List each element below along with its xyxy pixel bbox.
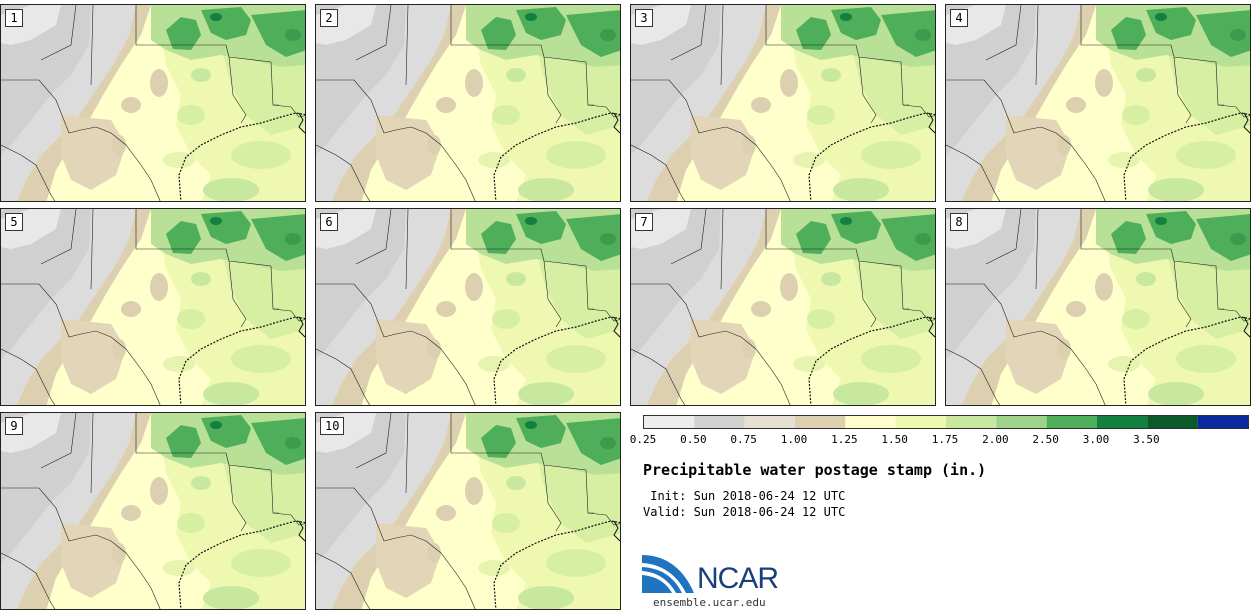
stamp-number: 9 — [5, 417, 23, 435]
colorbar-swatch — [644, 416, 695, 428]
valid-time: Valid: Sun 2018-06-24 12 UTC — [643, 505, 846, 519]
stamp-number: 6 — [320, 213, 338, 231]
colorbar-swatch — [1147, 416, 1198, 428]
colorbar-tick-label: 1.50 — [881, 433, 908, 446]
stamp-panel: 7 — [630, 208, 936, 406]
colorbar-tick-label: 0.50 — [680, 433, 707, 446]
stamp-panel: 3 — [630, 4, 936, 202]
logo-text: NCAR — [697, 562, 779, 595]
stamp-number: 10 — [320, 417, 345, 435]
colorbar — [643, 415, 1249, 429]
stamp-map — [316, 209, 620, 405]
colorbar-tick-label: 1.75 — [931, 433, 959, 446]
colorbar-swatch — [694, 416, 745, 428]
stamp-panel: 9 — [0, 412, 306, 610]
stamp-number: 5 — [5, 213, 23, 231]
stamp-panel: 10 — [315, 412, 621, 610]
stamp-map — [631, 5, 935, 201]
colorbar-tick-label: 2.00 — [982, 433, 1009, 446]
stamp-map — [1, 413, 305, 609]
stamp-map — [946, 5, 1250, 201]
colorbar-tick-label: 0.75 — [730, 433, 757, 446]
stamp-number: 1 — [5, 9, 23, 27]
stamp-panel: 2 — [315, 4, 621, 202]
stamp-panel: 5 — [0, 208, 306, 406]
page-title: Precipitable water postage stamp (in.) — [643, 461, 987, 479]
colorbar-tick-label: 0.25 — [629, 433, 657, 446]
colorbar-tick-label: 2.50 — [1032, 433, 1059, 446]
colorbar-tick-label: 3.50 — [1133, 433, 1160, 446]
colorbar-tick-label: 1.00 — [780, 433, 808, 446]
colorbar-swatch — [895, 416, 946, 428]
stamp-map — [316, 413, 620, 609]
colorbar-swatch — [996, 416, 1047, 428]
stamp-number: 4 — [950, 9, 968, 27]
stamp-map — [1, 209, 305, 405]
stamp-map — [1, 5, 305, 201]
stamp-panel: 8 — [945, 208, 1251, 406]
colorbar-swatch — [946, 416, 997, 428]
colorbar-border — [643, 415, 1249, 429]
stamp-number: 7 — [635, 213, 653, 231]
colorbar-tick-label: 3.00 — [1082, 433, 1110, 446]
colorbar-swatch — [795, 416, 846, 428]
stamp-number: 8 — [950, 213, 968, 231]
stamp-map — [316, 5, 620, 201]
init-time: Init: Sun 2018-06-24 12 UTC — [643, 489, 846, 503]
ncar-logo-icon — [642, 555, 694, 593]
colorbar-swatch — [845, 416, 896, 428]
stamp-map — [946, 209, 1250, 405]
colorbar-swatch — [1046, 416, 1097, 428]
colorbar-tick-label: 1.25 — [831, 433, 858, 446]
stamp-panel: 4 — [945, 4, 1251, 202]
colorbar-swatch — [1097, 416, 1148, 428]
stamp-panel: 6 — [315, 208, 621, 406]
colorbar-swatch — [744, 416, 795, 428]
stamp-map — [631, 209, 935, 405]
site-url: ensemble.ucar.edu — [653, 596, 766, 609]
colorbar-swatch — [1197, 416, 1248, 428]
stamp-number: 2 — [320, 9, 338, 27]
stamp-panel: 1 — [0, 4, 306, 202]
stamp-number: 3 — [635, 9, 653, 27]
